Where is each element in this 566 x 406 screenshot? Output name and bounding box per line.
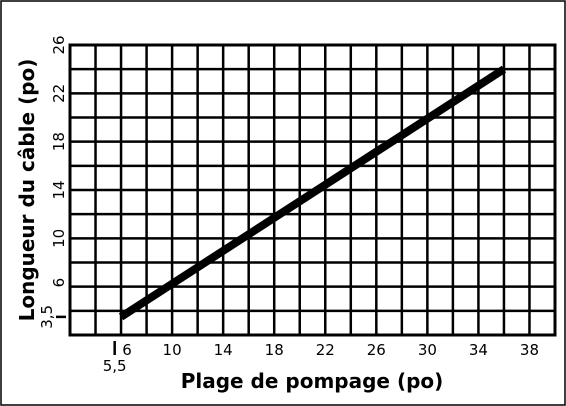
y-tick-label: 22 [50,84,68,103]
x-tick-label: 18 [265,341,284,359]
y-tick-label: 6 [50,278,68,288]
y-axis-label: Longueur du câble (po) [15,59,39,322]
x-axis-label: Plage de pompage (po) [181,369,444,393]
x-tick-label: 10 [163,341,182,359]
x-tick-label: 38 [520,341,539,359]
y-tick-label: 14 [50,180,68,199]
x-tick-label: 22 [316,341,335,359]
x-tick-label: 34 [469,341,488,359]
plot-border [68,43,557,337]
x-tick-label: 6 [122,341,132,359]
x-tick-label: 30 [418,341,437,359]
x-tick-label: 26 [367,341,386,359]
y-tick-label: 3,5 [38,305,56,329]
x-tick-label: 5,5 [103,357,127,375]
y-tick-label: 18 [50,132,68,151]
y-tick-label: 26 [50,35,68,54]
x-tick-label: 14 [214,341,233,359]
y-tick-label: 10 [50,229,68,248]
data-line [118,65,507,321]
